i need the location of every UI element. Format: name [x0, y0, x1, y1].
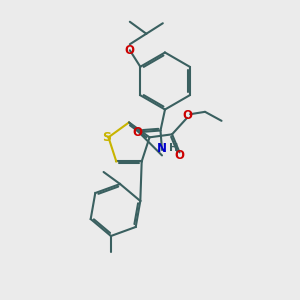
Text: N: N [157, 142, 167, 155]
Text: S: S [103, 131, 112, 144]
Text: O: O [183, 109, 193, 122]
Text: O: O [132, 125, 142, 139]
Text: H: H [169, 142, 178, 153]
Text: O: O [175, 149, 184, 162]
Text: O: O [125, 44, 135, 57]
